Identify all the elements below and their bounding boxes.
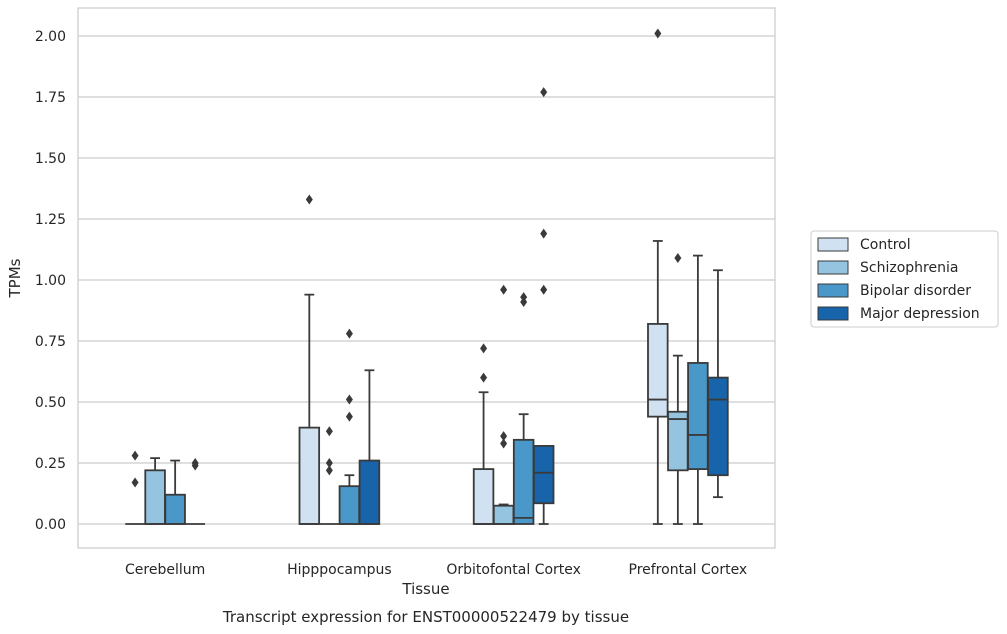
box-schizophrenia: [492, 284, 515, 525]
y-tick-label: 2.00: [35, 29, 66, 45]
outlier-point: [540, 228, 548, 239]
box-body: [492, 504, 515, 525]
outlier-point: [325, 458, 333, 468]
box-series: [125, 28, 729, 525]
outlier-point: [191, 460, 199, 471]
plot-frame: [77, 7, 776, 549]
box-major-depression: [707, 269, 729, 499]
box-schizophrenia: [319, 426, 340, 525]
outlier-point: [480, 343, 488, 354]
y-tick-label: 0.50: [35, 395, 66, 411]
y-axis-label: TPMs: [6, 258, 24, 298]
box-bipolar-disorder: [687, 254, 709, 525]
outlier-point: [520, 296, 528, 307]
x-tick-label: Cerebellum: [125, 562, 205, 578]
box-schizophrenia: [667, 253, 689, 525]
outlier-point: [540, 87, 548, 98]
legend-label: Bipolar disorder: [860, 283, 971, 299]
legend-swatch: [817, 260, 849, 275]
box-body: [667, 410, 689, 472]
plot-background: [78, 8, 775, 548]
box-bipolar-disorder: [164, 459, 186, 525]
outlier-point: [540, 284, 548, 295]
outlier-point: [325, 465, 333, 476]
x-tick-label: Prefrontal Cortex: [629, 562, 748, 578]
box-body: [338, 485, 361, 525]
y-tick-label: 1.25: [35, 212, 66, 228]
box-body: [647, 323, 669, 418]
outlier-point: [345, 394, 353, 405]
y-tick-label: 0.75: [35, 334, 66, 350]
outlier-point: [500, 431, 508, 442]
outlier-point: [325, 426, 333, 437]
x-tick-labels: Cerebellum Hipppocampus Orbitofontal Corte…: [125, 562, 747, 578]
x-tick-label: Orbitofontal Cortex: [446, 562, 581, 578]
box-major-depression: [185, 458, 206, 525]
outlier-point: [131, 450, 139, 461]
legend-label: Major depression: [860, 306, 980, 322]
legend: Control Schizophrenia Bipolar disorder Majo…: [810, 230, 999, 328]
y-tick-label: 1.00: [35, 273, 66, 289]
box-bipolar-disorder: [338, 328, 361, 525]
chart-caption: Transcript expression for ENST0000052247…: [222, 608, 629, 626]
box-body: [472, 468, 495, 525]
outlier-point: [500, 438, 508, 449]
outlier-point: [131, 477, 139, 488]
legend-frame: [810, 230, 999, 328]
box-body: [707, 376, 729, 477]
outlier-point: [500, 284, 508, 295]
x-axis-label: Tissue: [401, 580, 449, 598]
box-body: [532, 445, 555, 505]
x-tick-label: Hipppocampus: [287, 562, 392, 578]
box-major-depression: [532, 87, 555, 525]
box-body: [144, 469, 166, 525]
box-control: [298, 194, 321, 525]
y-tick-label: 1.75: [35, 90, 66, 106]
box-control: [125, 450, 145, 525]
legend-swatch: [817, 306, 849, 321]
legend-swatch: [817, 237, 849, 252]
outlier-point: [674, 253, 682, 264]
legend-label: Control: [860, 237, 911, 253]
box-body: [164, 493, 186, 525]
outlier-point: [345, 411, 353, 422]
y-tick-label: 1.50: [35, 151, 66, 167]
outlier-point: [654, 28, 662, 39]
legend-label: Schizophrenia: [860, 260, 958, 276]
outlier-point: [305, 194, 313, 205]
box-body: [512, 438, 535, 525]
box-body: [298, 426, 321, 525]
outlier-point: [345, 328, 353, 339]
outlier-point: [480, 372, 488, 383]
y-tick-label: 0.00: [35, 517, 66, 533]
box-body: [687, 362, 709, 470]
y-tick-labels: 0.00 0.25 0.50 0.75 1.00 1.25 1.50 1.75 2.00: [35, 29, 66, 533]
y-tick-label: 0.25: [35, 456, 66, 472]
box-control: [647, 28, 669, 525]
box-major-depression: [358, 369, 381, 525]
box-body: [358, 459, 381, 525]
box-control: [472, 343, 495, 525]
legend-swatch: [817, 283, 849, 298]
